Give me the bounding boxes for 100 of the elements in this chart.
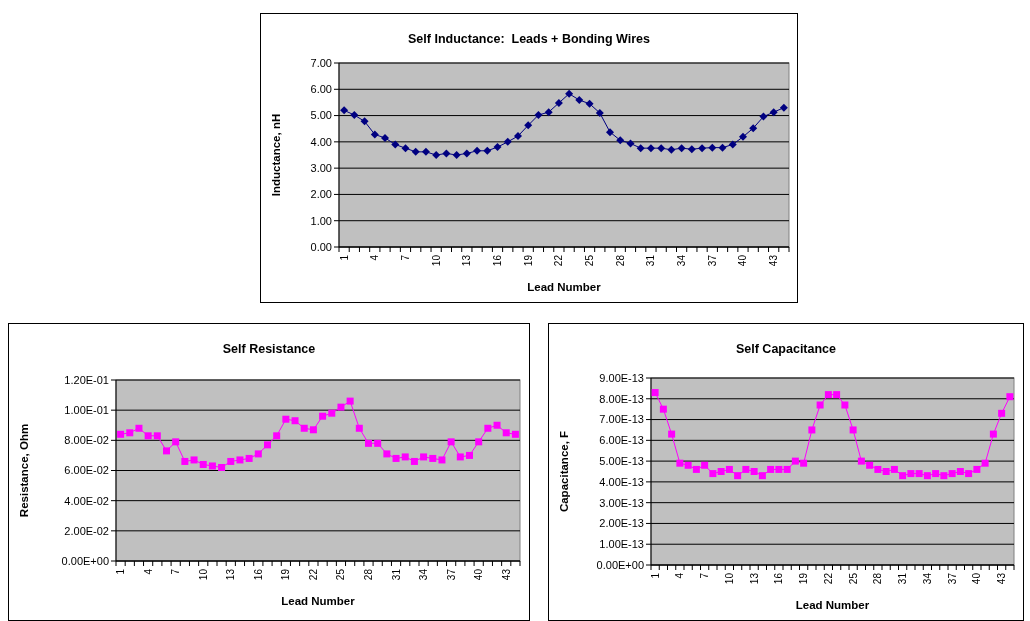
point <box>340 106 349 115</box>
y-tick-label: 0.00E+00 <box>61 554 109 567</box>
point <box>374 439 382 447</box>
y-tick-label: 1.00E-13 <box>599 538 644 551</box>
x-tick-label: 37 <box>946 572 958 585</box>
x-tick-label: 25 <box>335 568 347 581</box>
y-axis-title: Capacitance, F <box>558 430 570 513</box>
y-tick-label: 3.00E-13 <box>599 496 644 509</box>
x-tick-label: 16 <box>492 254 504 267</box>
x-tick-label: 13 <box>748 572 760 585</box>
y-axis-title: Resistance, Ohm <box>18 423 30 518</box>
point <box>360 117 369 126</box>
point <box>264 441 271 449</box>
x-tick-label: 40 <box>473 568 485 581</box>
point <box>420 453 428 461</box>
point <box>319 412 327 420</box>
y-tick-label: 0.00 <box>310 240 332 253</box>
x-tick-label: 1 <box>649 572 661 579</box>
x-tick-label: 13 <box>461 254 473 267</box>
point <box>554 98 563 107</box>
y-tick-label: 4.00 <box>310 135 332 148</box>
point <box>544 108 553 117</box>
x-tick-label: 40 <box>971 572 983 585</box>
x-tick-label: 7 <box>399 254 411 261</box>
x-tick-label: 19 <box>798 572 810 585</box>
y-tick-label: 2.00E-02 <box>64 524 109 537</box>
point <box>708 143 717 152</box>
point <box>466 451 473 459</box>
x-tick-label: 7 <box>170 568 182 575</box>
point <box>163 447 170 455</box>
x-tick-label: 25 <box>584 254 596 267</box>
point <box>291 417 299 425</box>
point <box>190 456 198 464</box>
chart-title: Self Resistance <box>222 342 316 356</box>
x-tick-label: 34 <box>676 254 688 267</box>
point <box>511 430 519 438</box>
point <box>636 144 645 153</box>
y-tick-label: 6.00 <box>310 83 332 96</box>
point <box>493 421 501 429</box>
point <box>575 96 584 105</box>
x-tick-label: 37 <box>706 254 718 267</box>
point <box>749 124 758 133</box>
point <box>616 136 625 145</box>
point <box>401 144 410 153</box>
x-tick-label: 4 <box>674 572 686 579</box>
x-axis-title: Lead Number <box>795 599 870 611</box>
point <box>438 456 446 464</box>
y-tick-label: 1.20E-01 <box>64 373 109 386</box>
point <box>172 438 180 446</box>
point <box>245 454 253 462</box>
point <box>282 415 290 423</box>
y-tick-label: 6.00E-13 <box>599 434 644 447</box>
point <box>126 429 134 437</box>
point <box>381 133 390 142</box>
point <box>524 121 533 130</box>
y-tick-label: 8.00E-13 <box>599 392 644 405</box>
x-tick-label: 34 <box>921 572 933 585</box>
point <box>728 140 737 149</box>
x-tick-label: 1 <box>115 568 127 575</box>
point <box>626 139 635 148</box>
point <box>452 151 461 159</box>
x-tick-label: 22 <box>553 254 565 267</box>
x-axis-title: Lead Number <box>527 281 602 293</box>
point <box>273 432 281 440</box>
x-tick-label: 31 <box>645 254 657 267</box>
point <box>117 430 125 438</box>
y-tick-label: 5.00E-13 <box>599 454 644 467</box>
y-tick-label: 6.00E-02 <box>64 464 109 477</box>
x-axis-title: Lead Number <box>281 595 356 607</box>
point <box>769 108 778 117</box>
point <box>779 103 788 112</box>
chart-title: Self Inductance: Leads + Bonding Wires <box>408 32 651 46</box>
point <box>254 450 262 458</box>
x-tick-label: 28 <box>614 254 626 267</box>
point <box>687 145 696 154</box>
x-tick-label: 19 <box>280 568 292 581</box>
point <box>759 112 768 121</box>
y-tick-label: 4.00E-13 <box>599 475 644 488</box>
point <box>337 403 345 411</box>
point <box>456 453 464 461</box>
point <box>218 463 226 471</box>
point <box>208 462 216 470</box>
point <box>475 438 483 446</box>
point <box>144 432 152 440</box>
y-tick-label: 3.00 <box>310 161 332 174</box>
point <box>355 424 363 432</box>
point <box>410 457 418 465</box>
x-tick-label: 40 <box>737 254 749 267</box>
point <box>411 147 420 156</box>
point <box>199 460 207 468</box>
y-tick-label: 2.00 <box>310 188 332 201</box>
point <box>534 111 543 120</box>
x-tick-label: 7 <box>699 572 711 579</box>
point <box>447 438 455 446</box>
x-tick-label: 16 <box>252 568 264 581</box>
y-tick-label: 8.00E-02 <box>64 434 109 447</box>
y-tick-label: 1.00E-01 <box>64 404 109 417</box>
x-tick-label: 28 <box>363 568 374 581</box>
point <box>392 454 400 462</box>
y-tick-label: 9.00E-13 <box>599 371 644 384</box>
